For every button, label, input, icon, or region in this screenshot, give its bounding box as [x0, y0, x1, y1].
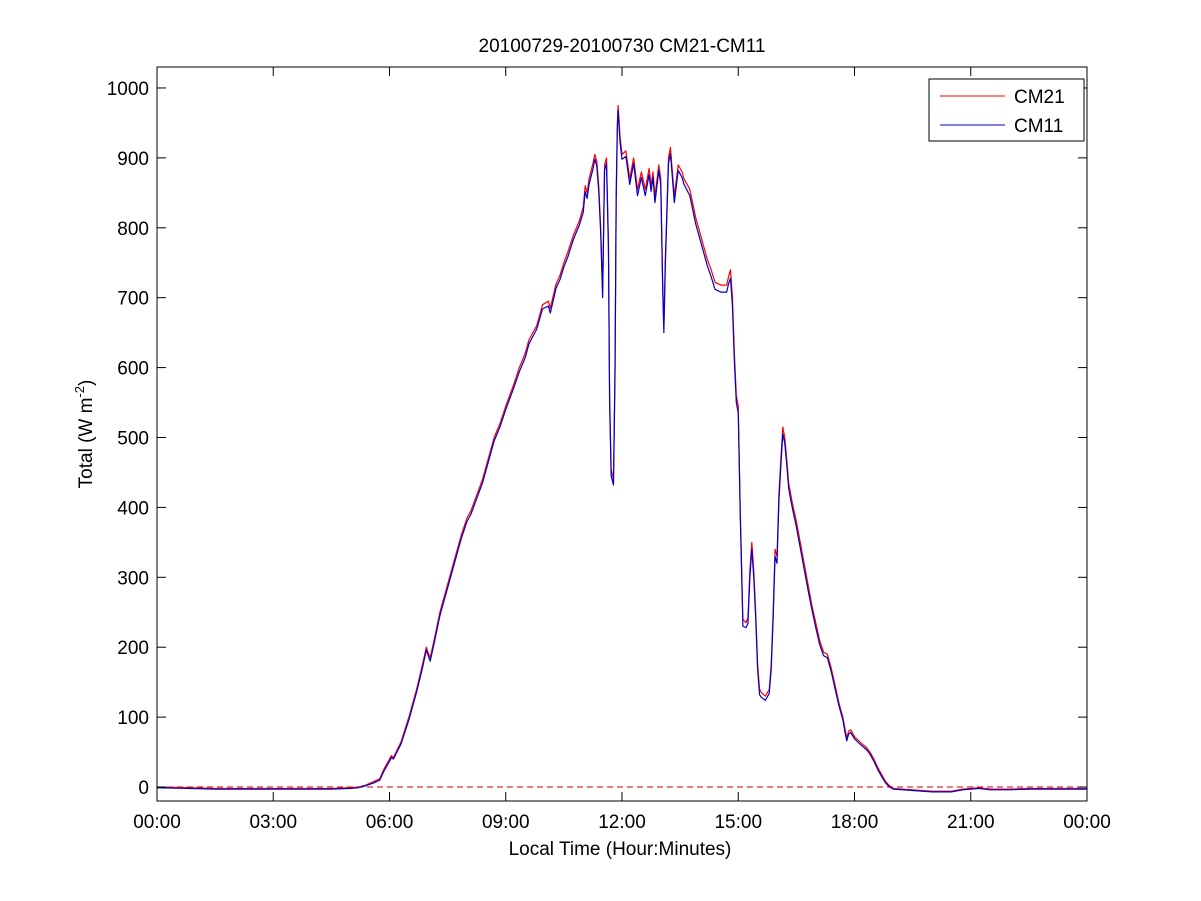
y-tick-label: 300	[117, 568, 149, 589]
y-tick-label: 500	[117, 428, 149, 449]
x-tick-label: 09:00	[482, 812, 530, 833]
legend-label-cm21: CM21	[1014, 87, 1065, 108]
x-tick-label: 12:00	[598, 812, 646, 833]
y-tick-label: 900	[117, 149, 149, 170]
y-tick-label: 0	[138, 778, 149, 799]
y-tick-label: 400	[117, 498, 149, 519]
y-axis-label: Total (W m-2)	[72, 380, 97, 489]
y-tick-label: 600	[117, 359, 149, 380]
y-axis-label-main: Total (W m	[76, 398, 97, 489]
x-tick-label: 15:00	[714, 812, 762, 833]
legend: CM21 CM11	[928, 78, 1085, 142]
y-tick-label: 1000	[107, 79, 149, 100]
x-tick-label: 03:00	[249, 812, 297, 833]
x-axis: 00:00 03:00 06:00 09:00 12:00 15:00 18:00 21:00…	[133, 67, 1111, 833]
y-axis-label-exponent: -2	[72, 386, 87, 398]
legend-box	[928, 78, 1085, 142]
plot-area	[157, 104, 1087, 793]
y-tick-label: 700	[117, 289, 149, 310]
x-tick-label: 00:00	[1063, 812, 1111, 833]
series-line-cm11	[157, 109, 1087, 793]
x-axis-label: Local Time (Hour:Minutes)	[509, 839, 732, 860]
y-axis-label-close: )	[76, 380, 97, 386]
y-tick-label: 200	[117, 638, 149, 659]
x-tick-label: 18:00	[831, 812, 879, 833]
y-axis: 0 100 200 300 400 500 600 700 800 900 1000	[107, 79, 1087, 799]
y-tick-label: 100	[117, 708, 149, 729]
x-tick-label: 06:00	[366, 812, 414, 833]
y-tick-label: 800	[117, 219, 149, 240]
x-tick-label: 00:00	[133, 812, 181, 833]
legend-label-cm11: CM11	[1014, 116, 1063, 137]
x-tick-label: 21:00	[947, 812, 995, 833]
chart-title: 20100729-20100730 CM21-CM11	[479, 36, 766, 57]
